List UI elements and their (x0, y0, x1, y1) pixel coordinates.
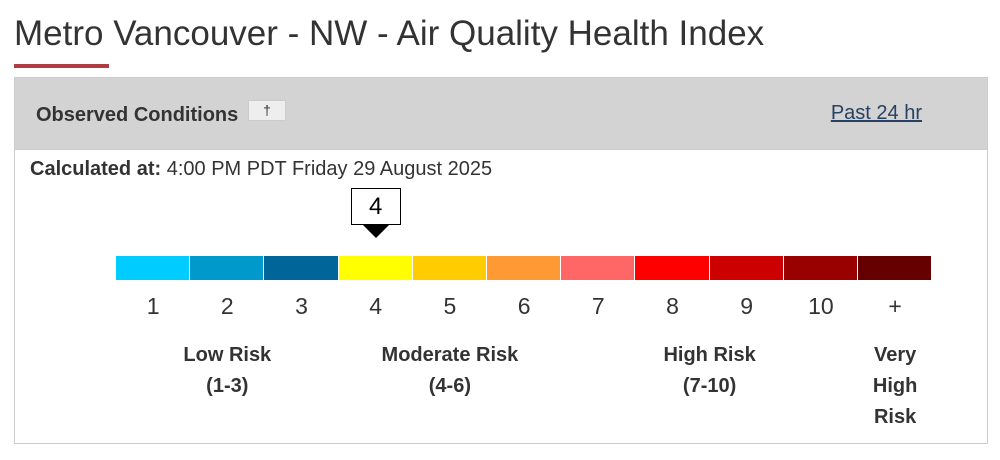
scale-segment (709, 256, 783, 280)
scale-label: 8 (666, 293, 679, 319)
title-underline (14, 64, 109, 68)
scale-label: 5 (443, 293, 457, 319)
scale-segment (412, 256, 486, 280)
scale-segment (190, 256, 264, 280)
scale-segment (783, 256, 857, 280)
page-title: Metro Vancouver - NW - Air Quality Healt… (14, 14, 765, 53)
scale-segment (264, 256, 338, 280)
scale-label: 6 (517, 293, 531, 319)
risk-range: (1-3) (206, 375, 249, 397)
scale-label: 3 (295, 293, 308, 319)
risk-name: Moderate Risk (381, 344, 519, 366)
scale-label: 9 (740, 293, 754, 319)
calculated-label: Calculated at: (30, 158, 162, 180)
risk-name: Very High Risk (872, 344, 918, 428)
risk-group: Very High Risk (855, 340, 935, 433)
scale-label: 2 (220, 293, 234, 319)
scale-segment (338, 256, 412, 280)
calculated-time: 4:00 PM PDT Friday 29 August 2025 (166, 158, 493, 180)
marker-pointer (362, 225, 389, 238)
scale-label: 4 (369, 293, 383, 319)
scale-label: + (888, 293, 902, 319)
index-marker: 4 (350, 188, 401, 225)
risk-name: High Risk (663, 344, 756, 366)
panel-heading: Observed Conditions (36, 104, 239, 126)
risk-group: Low Risk (1-3) (147, 340, 307, 402)
scale-segment (858, 256, 932, 280)
scale-segment (561, 256, 635, 280)
risk-range: (4-6) (428, 375, 471, 397)
panel: Observed Conditions † Past 24 hr Calcula… (14, 77, 988, 444)
scale-segment (116, 256, 190, 280)
scale-segment (635, 256, 709, 280)
risk-group: Moderate Risk (4-6) (370, 340, 530, 402)
risk-group: High Risk (7-10) (630, 340, 790, 402)
info-button[interactable]: † (248, 100, 286, 121)
calculated-at: Calculated at: 4:00 PM PDT Friday 29 Aug… (30, 158, 492, 181)
scale-segment (487, 256, 561, 280)
scale-label: 7 (591, 293, 605, 319)
scale-label: 1 (146, 293, 160, 319)
panel-header: Observed Conditions † Past 24 hr (15, 78, 987, 150)
past-24hr-link[interactable]: Past 24 hr (830, 102, 922, 124)
risk-name: Low Risk (183, 344, 272, 366)
risk-range: (7-10) (682, 375, 737, 397)
scale-label: 10 (808, 293, 834, 319)
